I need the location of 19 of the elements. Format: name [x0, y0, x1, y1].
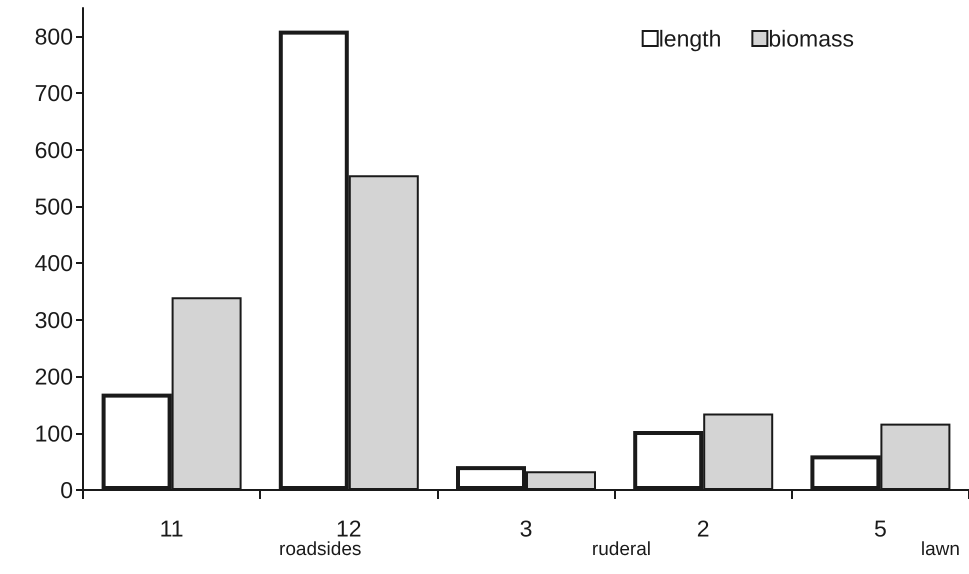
legend-label: biomass: [768, 26, 854, 52]
y-tick-label: 0: [60, 477, 73, 503]
x-tick-label: 3: [520, 516, 532, 542]
y-tick-label: 700: [34, 80, 73, 106]
x-tick-label: 12: [336, 516, 362, 542]
y-tick-label: 100: [34, 420, 73, 446]
x-tick-label: 5: [874, 516, 887, 542]
y-tick-label: 300: [34, 306, 73, 333]
y-tick-label: 500: [34, 193, 73, 220]
legend-label: length: [658, 26, 722, 52]
text: roadsides: [279, 539, 362, 560]
text: lawn: [920, 539, 960, 560]
y-tick-label: 400: [34, 250, 73, 276]
y-tick-label: 800: [34, 23, 73, 50]
y-tick-label: 600: [34, 136, 73, 163]
y-tick-label: 200: [34, 364, 73, 390]
x-tick-label: 11: [160, 516, 184, 542]
text: ruderal: [592, 539, 652, 560]
x-tick-label: 2: [696, 516, 710, 542]
